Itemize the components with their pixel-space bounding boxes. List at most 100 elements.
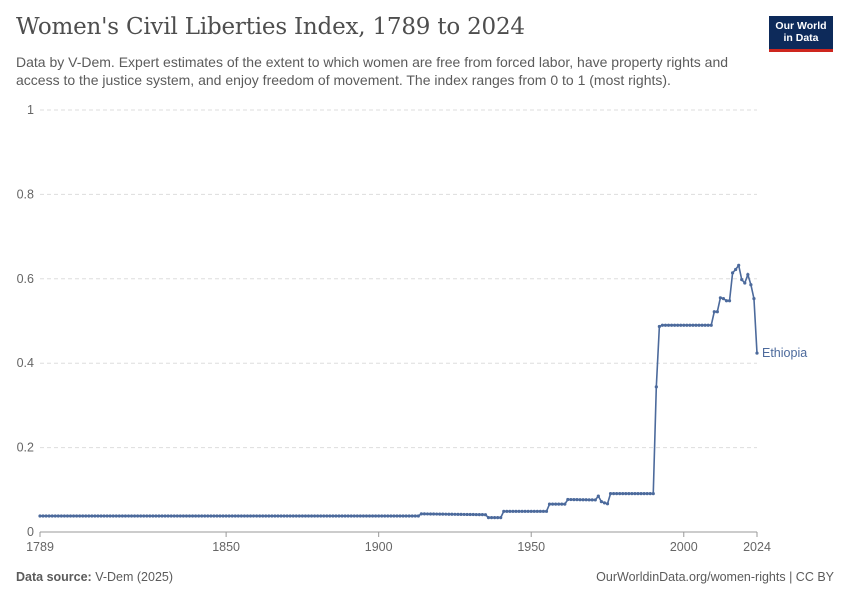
data-point[interactable]	[502, 509, 506, 513]
data-point[interactable]	[700, 323, 704, 327]
data-point[interactable]	[218, 514, 222, 518]
data-point[interactable]	[242, 514, 247, 518]
data-point[interactable]	[624, 491, 628, 496]
data-point[interactable]	[615, 491, 619, 496]
data-point[interactable]	[459, 512, 463, 516]
data-point[interactable]	[505, 509, 509, 513]
data-point[interactable]	[673, 323, 677, 327]
data-point[interactable]	[224, 514, 228, 518]
data-point[interactable]	[712, 310, 716, 314]
data-point[interactable]	[535, 509, 539, 513]
data-point[interactable]	[68, 514, 73, 518]
data-point[interactable]	[493, 516, 497, 520]
data-point[interactable]	[691, 323, 695, 327]
data-point[interactable]	[401, 514, 405, 518]
data-point[interactable]	[511, 509, 515, 513]
data-point[interactable]	[331, 514, 335, 518]
data-point[interactable]	[367, 514, 372, 518]
data-point[interactable]	[456, 512, 460, 516]
data-point[interactable]	[422, 512, 427, 516]
data-point[interactable]	[303, 514, 308, 518]
data-point[interactable]	[587, 498, 591, 502]
data-point[interactable]	[78, 514, 82, 518]
data-point[interactable]	[75, 514, 79, 518]
data-point[interactable]	[660, 323, 665, 327]
data-point[interactable]	[496, 516, 500, 520]
data-point[interactable]	[328, 514, 332, 518]
data-point[interactable]	[248, 514, 253, 518]
data-point[interactable]	[306, 514, 311, 518]
data-point[interactable]	[215, 514, 219, 518]
data-point[interactable]	[136, 514, 140, 518]
data-point[interactable]	[645, 491, 649, 496]
data-point[interactable]	[340, 514, 344, 518]
data-point[interactable]	[96, 514, 100, 518]
data-point[interactable]	[169, 514, 173, 518]
data-point[interactable]	[547, 502, 552, 506]
data-point[interactable]	[355, 514, 359, 518]
data-point[interactable]	[596, 494, 600, 498]
data-point[interactable]	[206, 514, 210, 518]
data-point[interactable]	[477, 513, 481, 517]
data-point[interactable]	[718, 296, 722, 300]
data-point[interactable]	[730, 271, 735, 275]
data-point[interactable]	[212, 514, 216, 518]
data-point[interactable]	[261, 514, 265, 518]
data-point[interactable]	[395, 514, 399, 518]
data-point[interactable]	[316, 514, 320, 518]
data-point[interactable]	[352, 514, 356, 518]
data-point[interactable]	[126, 514, 131, 518]
data-point[interactable]	[230, 514, 234, 518]
data-point[interactable]	[462, 512, 466, 517]
data-point[interactable]	[416, 514, 420, 518]
data-point[interactable]	[181, 514, 185, 518]
data-point[interactable]	[435, 512, 439, 516]
data-point[interactable]	[132, 514, 137, 518]
data-point[interactable]	[529, 509, 533, 513]
data-point[interactable]	[194, 514, 198, 518]
data-point[interactable]	[270, 514, 274, 518]
data-point[interactable]	[343, 514, 347, 518]
data-point[interactable]	[120, 514, 124, 518]
data-point[interactable]	[288, 514, 292, 518]
data-point[interactable]	[474, 512, 478, 517]
data-point[interactable]	[575, 498, 579, 502]
data-point[interactable]	[734, 267, 738, 272]
data-point[interactable]	[703, 323, 707, 327]
data-point[interactable]	[334, 514, 338, 518]
data-point[interactable]	[105, 514, 109, 518]
data-point[interactable]	[139, 514, 143, 518]
data-point[interactable]	[47, 514, 51, 518]
data-point[interactable]	[590, 498, 594, 502]
data-point[interactable]	[178, 514, 182, 518]
data-point[interactable]	[358, 514, 362, 518]
data-point[interactable]	[654, 385, 658, 389]
data-point[interactable]	[239, 514, 243, 518]
data-point[interactable]	[233, 514, 237, 518]
data-point[interactable]	[682, 323, 686, 327]
data-point[interactable]	[99, 514, 103, 518]
data-point[interactable]	[59, 514, 63, 518]
data-point[interactable]	[108, 514, 112, 518]
data-point[interactable]	[410, 514, 414, 518]
data-point[interactable]	[114, 514, 118, 518]
data-point[interactable]	[642, 491, 646, 496]
data-point[interactable]	[679, 323, 683, 327]
data-point[interactable]	[377, 514, 381, 518]
data-point[interactable]	[602, 501, 607, 505]
data-source-value[interactable]: V-Dem (2025)	[95, 570, 174, 584]
data-point[interactable]	[111, 514, 115, 518]
data-point[interactable]	[370, 514, 375, 518]
data-point[interactable]	[636, 491, 640, 496]
data-point[interactable]	[123, 514, 128, 518]
data-point[interactable]	[160, 514, 164, 518]
data-point[interactable]	[282, 514, 286, 518]
data-point[interactable]	[538, 509, 542, 513]
data-point[interactable]	[413, 514, 417, 518]
credit-link[interactable]: OurWorldinData.org/women-rights | CC BY	[596, 570, 834, 584]
data-point[interactable]	[425, 512, 430, 516]
data-point[interactable]	[441, 512, 445, 516]
data-point[interactable]	[404, 514, 408, 518]
data-point[interactable]	[550, 502, 555, 506]
data-point[interactable]	[279, 514, 283, 518]
